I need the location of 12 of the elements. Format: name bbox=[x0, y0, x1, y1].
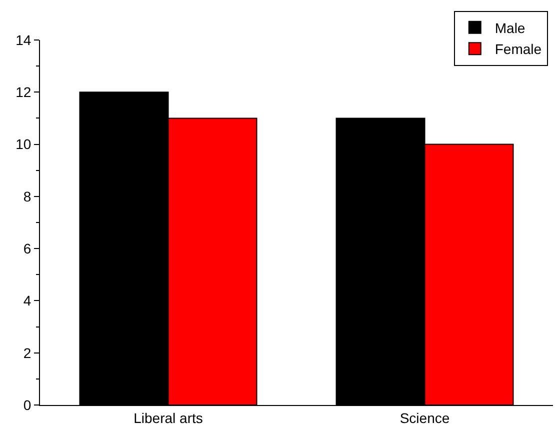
y-tick-label: 6 bbox=[23, 240, 32, 256]
legend-label: Female bbox=[494, 41, 542, 58]
x-tick-label: Science bbox=[400, 410, 450, 426]
y-tick-label: 0 bbox=[23, 396, 32, 413]
y-tick-label: 10 bbox=[16, 136, 32, 152]
legend-label: Male bbox=[494, 20, 526, 36]
y-tick-label: 12 bbox=[16, 84, 32, 100]
y-tick-label: 8 bbox=[23, 188, 32, 204]
y-tick-label: 4 bbox=[23, 292, 32, 309]
y-tick-label: 14 bbox=[16, 32, 32, 48]
x-tick-label: Liberal arts bbox=[134, 410, 203, 426]
y-tick-label: 2 bbox=[23, 344, 32, 361]
